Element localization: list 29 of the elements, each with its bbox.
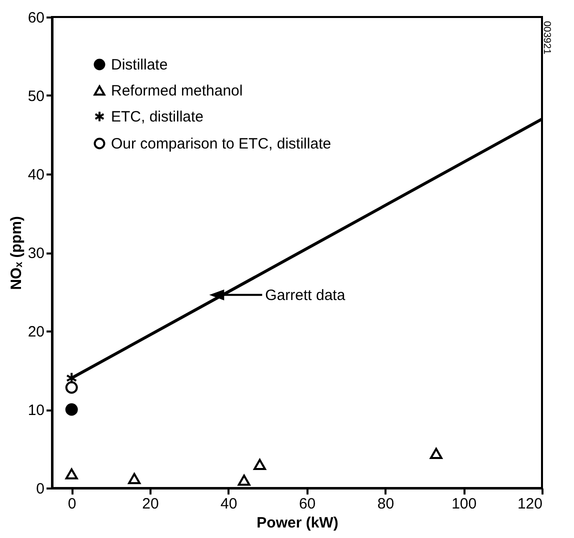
point [65, 381, 78, 394]
x-tick-label: 80 [377, 496, 394, 512]
y-axis-title: NOₓ (ppm) [8, 216, 25, 290]
point [430, 448, 442, 459]
point [128, 473, 141, 484]
point [238, 474, 250, 486]
x-tick-label: 60 [298, 496, 316, 512]
legend-label: Reformed methanol [111, 82, 243, 100]
y-tick-label: 40 [28, 166, 44, 184]
y-tick-label: 60 [28, 10, 44, 26]
point [65, 403, 78, 416]
y-tick-label: 30 [28, 245, 44, 262]
annotation: 003921 [541, 21, 552, 55]
x-tick-label: 0 [68, 496, 76, 512]
legend-label: ETC, distillate [111, 108, 204, 126]
legend-label: Our comparison to ETC, distillate [111, 136, 332, 152]
x-tick-label: 100 [452, 496, 477, 512]
y-tick-label: 0 [36, 480, 44, 498]
y-tick-label: 10 [28, 402, 44, 419]
y-tick-label: 50 [28, 88, 44, 105]
annotation: Garrett data [265, 286, 346, 304]
legend-label: Distillate [111, 56, 168, 74]
point [254, 458, 266, 470]
x-axis-title: Power (kW) [256, 514, 338, 532]
point [65, 468, 78, 480]
y-tick-label: 20 [28, 324, 44, 340]
x-tick-label: 120 [517, 496, 542, 512]
x-tick-label: 20 [142, 496, 159, 512]
x-tick-label: 40 [220, 496, 238, 512]
